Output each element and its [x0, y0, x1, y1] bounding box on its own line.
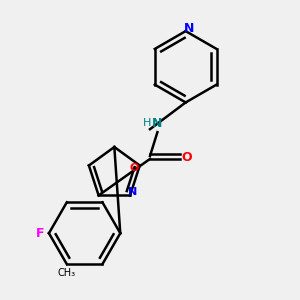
- Text: CH₃: CH₃: [58, 268, 76, 278]
- Text: N: N: [128, 188, 138, 197]
- Text: N: N: [152, 117, 163, 130]
- Text: H: H: [143, 118, 151, 128]
- Text: N: N: [184, 22, 194, 34]
- Text: O: O: [129, 164, 139, 173]
- Text: F: F: [36, 227, 44, 240]
- Text: O: O: [182, 151, 193, 164]
